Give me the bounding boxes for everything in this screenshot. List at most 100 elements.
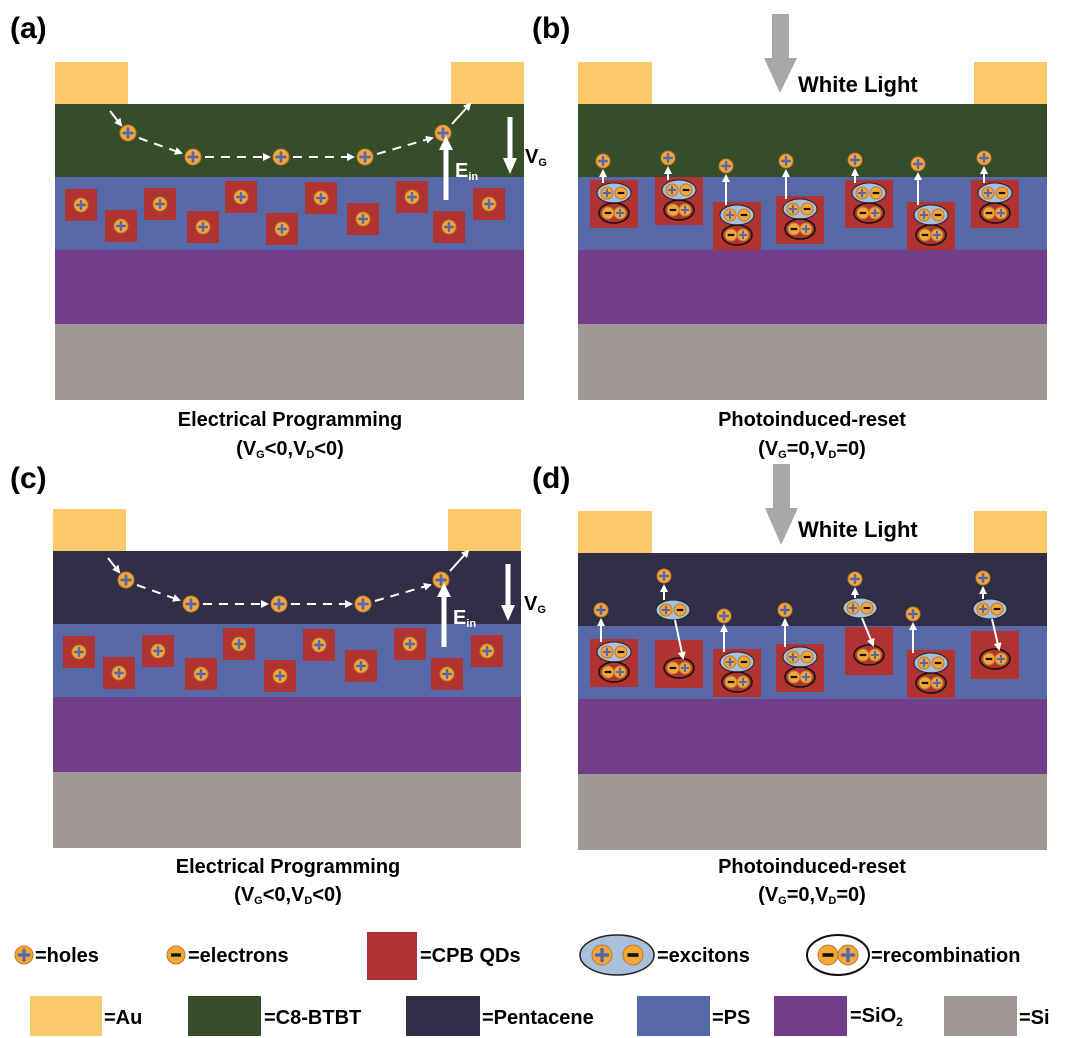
quantum-dots [65,181,505,245]
electron-icon [601,206,615,220]
hole-icon [111,665,127,681]
electron-icon [817,944,839,966]
hole-icon [656,568,672,584]
electron-icon [679,183,693,197]
hole-icon [402,636,418,652]
arrow [449,549,470,572]
hole-icon [975,570,991,586]
hole-icon [233,189,249,205]
exciton-icon [719,651,755,673]
arrow [991,618,1002,651]
hole-transport-path [109,102,472,166]
exciton-icon [596,182,632,204]
gate-label: VG [525,146,547,169]
hole-icon [718,158,734,174]
hole-icon [479,643,495,659]
layer-sio2 [578,699,1047,774]
panel-c: (c) Ein VG Electrical Programming (VG<0,… [10,462,546,907]
au-contact-left [578,511,652,553]
legend-layers: =Au =C8-BTBT =Pentacene =PS =SiO2 =Si [30,996,1050,1036]
light-label: White Light [798,517,918,542]
hole-icon [272,148,290,166]
hole-icon [786,202,800,216]
hole-icon [113,218,129,234]
au-contact-right [974,62,1047,104]
hole-icon [799,670,813,684]
legend-c8btbt-text: =C8-BTBT [264,1007,361,1029]
exciton-icon [913,204,949,226]
hole-icon [71,644,87,660]
panel-label-d: (d) [532,462,570,495]
hole-icon [73,197,89,213]
hole-icon [591,944,613,966]
electron-icon [869,186,883,200]
legend-electrons-text: =electrons [188,945,289,967]
hole-icon [799,222,813,236]
electron-icon [666,661,680,675]
exciton-icon [842,597,878,619]
layer-sio2 [55,250,524,324]
legend-c8btbt-swatch [188,996,261,1036]
panel-label-c: (c) [10,462,47,495]
hole-icon [736,228,750,242]
recombination-icon [663,199,695,221]
legend-ps-swatch [637,996,710,1036]
electron-icon [918,676,932,690]
recombination-icon [784,218,816,240]
field-label: Ein [455,160,478,183]
legend-ps-text: =PS [712,1007,750,1029]
hole-icon [778,153,794,169]
field-arrows: Ein VG [437,564,546,647]
electron-icon [982,206,996,220]
hole-icon [432,571,450,589]
hole-icon [354,595,372,613]
recombination-icon [663,657,695,679]
hole-icon [660,150,676,166]
hole-icon [231,636,247,652]
recombination-icon [853,202,885,224]
panel-caption-b: Photoinduced-reset [718,409,906,431]
exciton-icon [719,204,755,226]
hole-icon [981,186,995,200]
hole-icon [868,206,882,220]
layer-sio2 [578,250,1047,324]
hole-icon [600,186,614,200]
field-label: Ein [453,607,476,630]
hole-icon [117,571,135,589]
recombination-icon [721,671,753,693]
electron-icon [622,944,644,966]
au-contact-left [55,62,128,104]
legend-recombination-text: =recombination [871,945,1020,967]
electron-icon [800,650,814,664]
hole-icon [994,652,1008,666]
layer-pentacene [578,553,1047,626]
photo-excited-dots [590,150,1019,250]
hole-icon [270,595,288,613]
hole-icon [868,648,882,662]
legend-au-text: =Au [104,1007,142,1029]
hole-icon [930,228,944,242]
layer-si [55,324,524,400]
hole-icon [910,156,926,172]
hole-icon [917,656,931,670]
legend-sio2-swatch [774,996,847,1036]
panel-condition-b: (VG=0,VD=0) [758,438,866,461]
light-label: White Light [798,72,918,97]
quantum-dots [63,628,503,692]
panel-caption-c: Electrical Programming [176,856,401,878]
hole-icon [353,658,369,674]
hole-icon [434,124,452,142]
electron-icon [860,601,874,615]
panel-caption-a: Electrical Programming [178,409,403,431]
au-contact-right [451,62,524,104]
hole-icon [855,186,869,200]
recombination-icon [784,666,816,688]
hole-icon [356,148,374,166]
panel-condition-d: (VG=0,VD=0) [758,884,866,907]
hole-icon [355,211,371,227]
recombination-icon [915,672,947,694]
exciton-icon [782,198,818,220]
exciton-icon [782,646,818,668]
legend-si-text: =Si [1019,1007,1050,1029]
